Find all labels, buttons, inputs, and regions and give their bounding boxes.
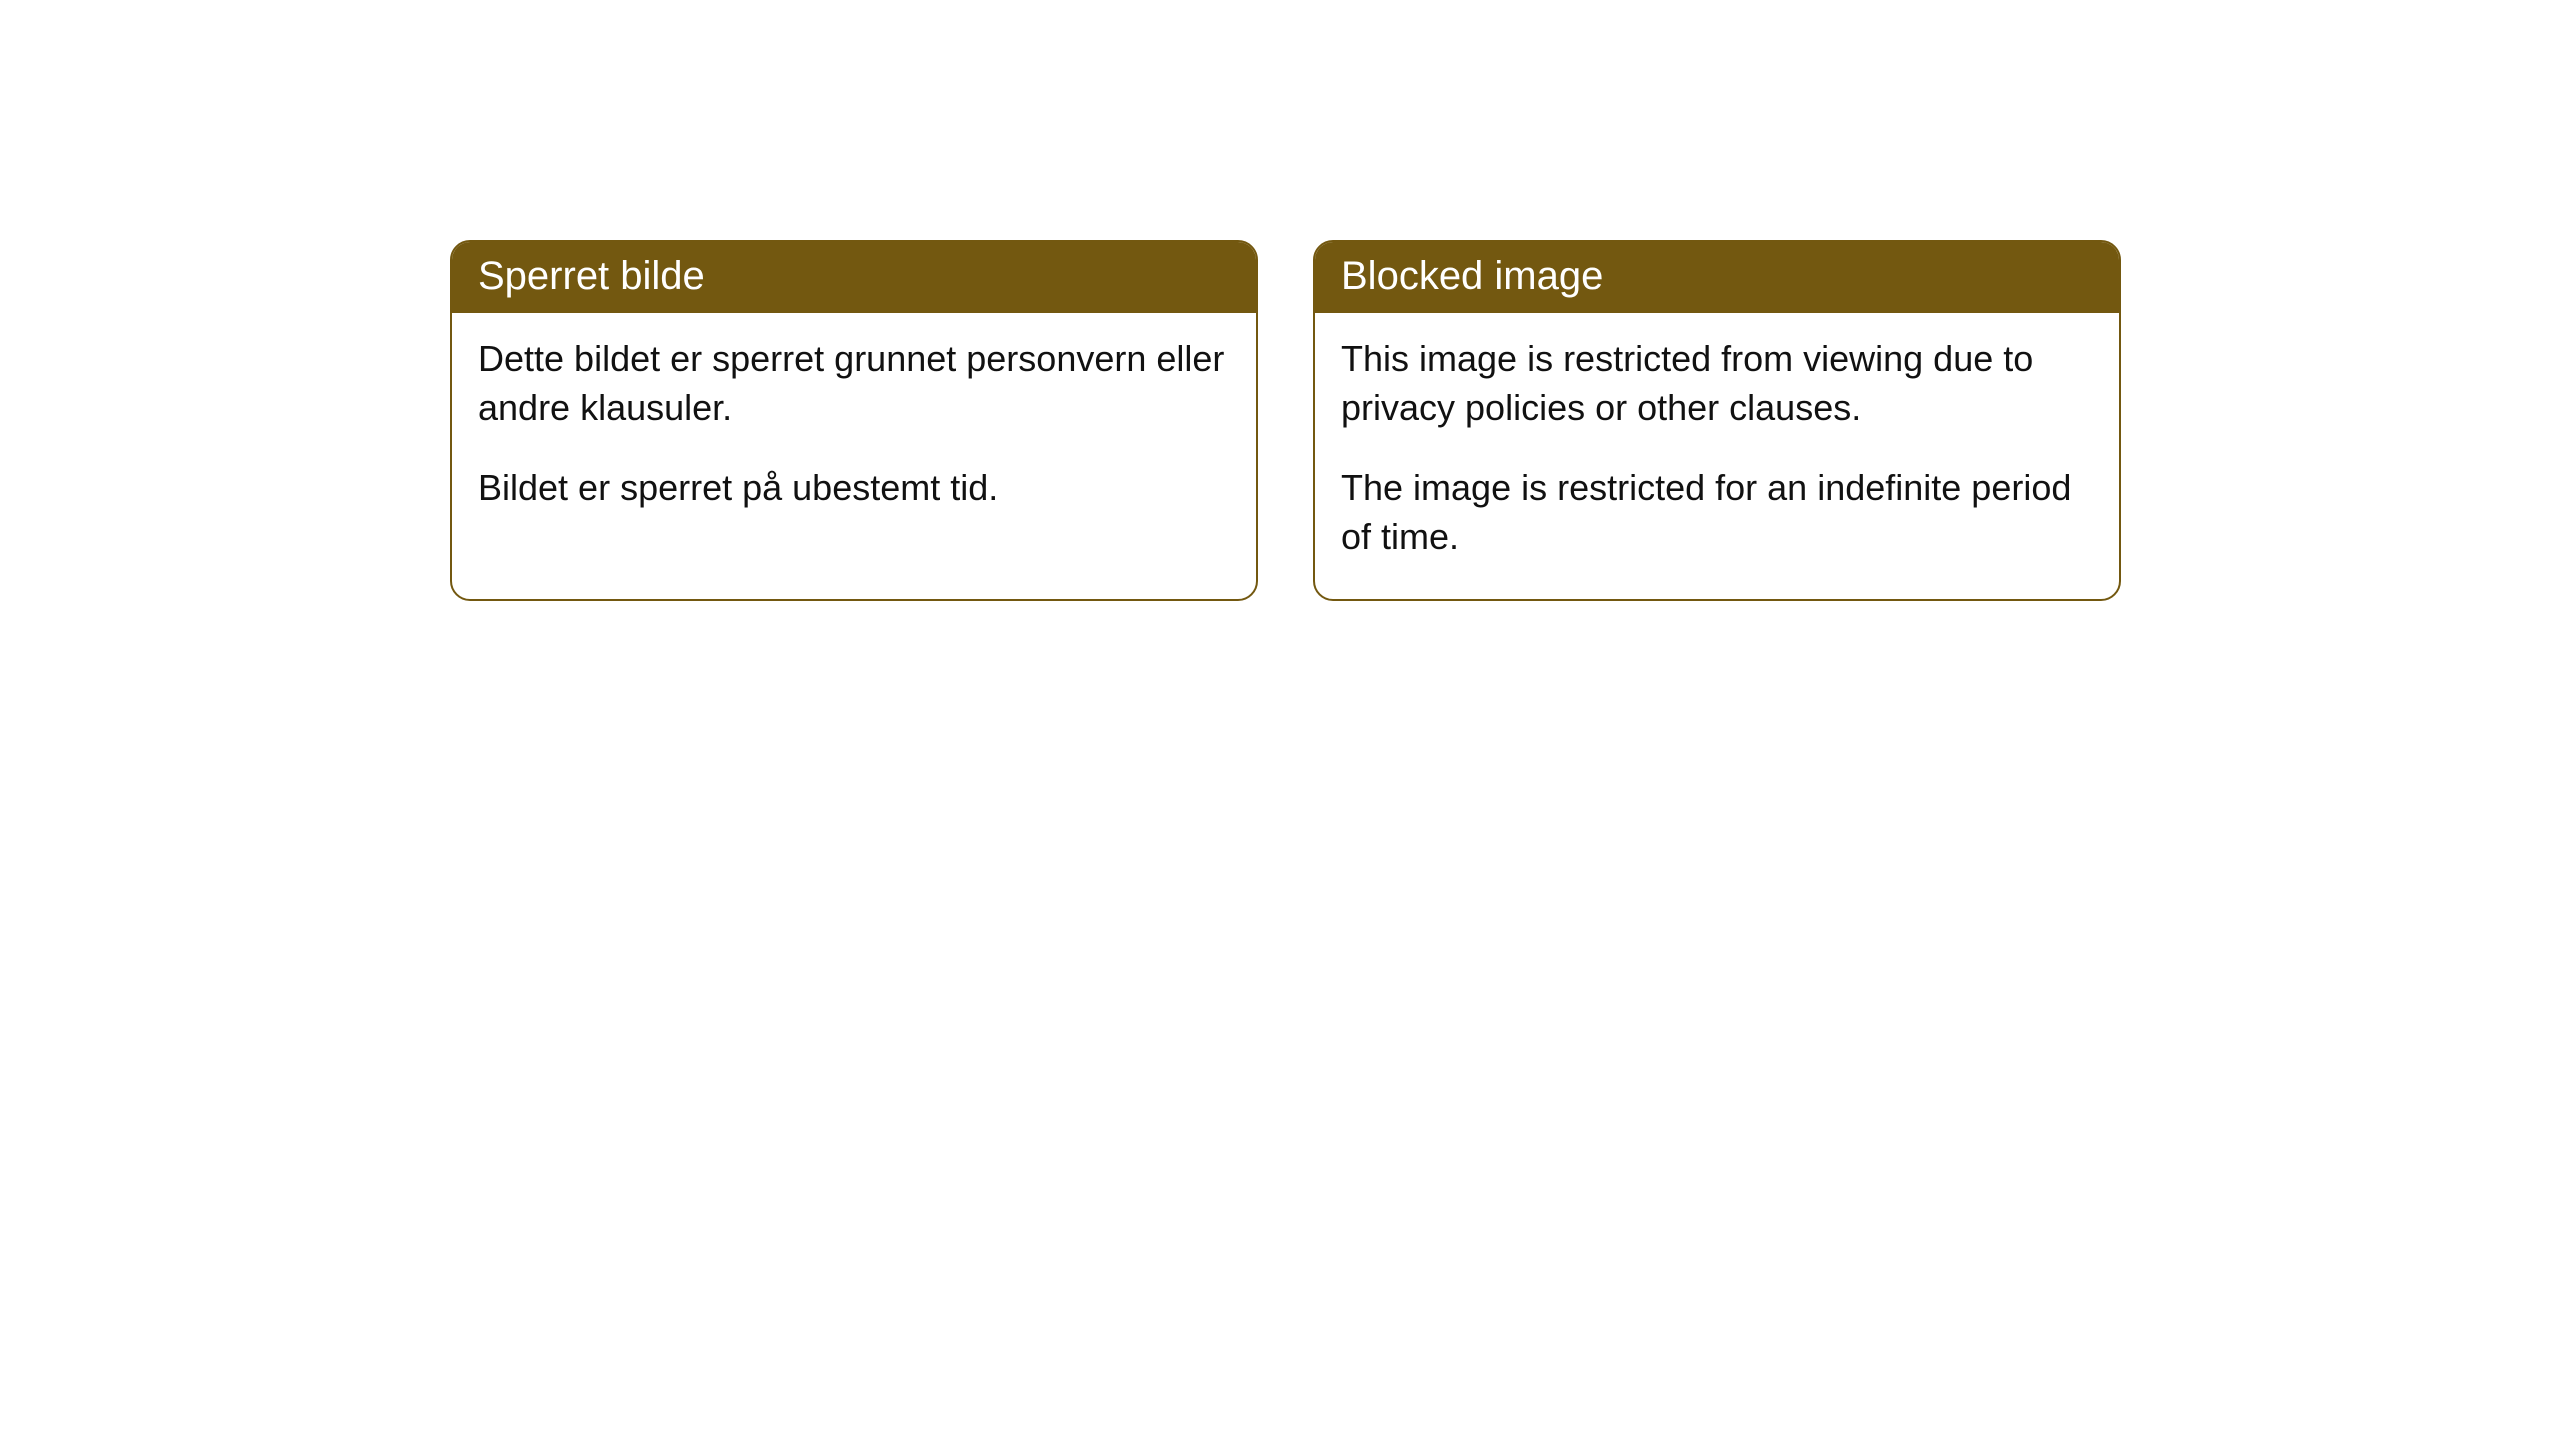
card-body: Dette bildet er sperret grunnet personve…	[452, 313, 1256, 551]
card-body: This image is restricted from viewing du…	[1315, 313, 2119, 599]
notice-card-container: Sperret bilde Dette bildet er sperret gr…	[450, 240, 2560, 601]
card-body-paragraph: The image is restricted for an indefinit…	[1341, 464, 2093, 561]
card-body-paragraph: Dette bildet er sperret grunnet personve…	[478, 335, 1230, 432]
blocked-image-card-no: Sperret bilde Dette bildet er sperret gr…	[450, 240, 1258, 601]
blocked-image-card-en: Blocked image This image is restricted f…	[1313, 240, 2121, 601]
card-body-paragraph: Bildet er sperret på ubestemt tid.	[478, 464, 1230, 513]
card-header: Sperret bilde	[452, 242, 1256, 313]
card-header: Blocked image	[1315, 242, 2119, 313]
card-body-paragraph: This image is restricted from viewing du…	[1341, 335, 2093, 432]
